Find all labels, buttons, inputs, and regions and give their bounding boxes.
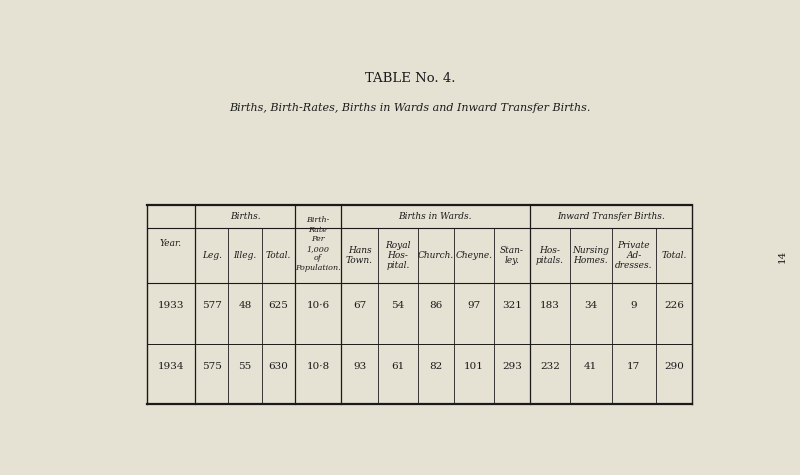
Text: 41: 41 (584, 362, 598, 371)
Text: Hans
Town.: Hans Town. (346, 246, 373, 265)
Text: 226: 226 (664, 302, 684, 311)
Text: Inward Transfer Births.: Inward Transfer Births. (558, 212, 665, 221)
Text: Total.: Total. (266, 251, 291, 260)
Text: TABLE No. 4.: TABLE No. 4. (365, 72, 455, 85)
Text: 321: 321 (502, 302, 522, 311)
Text: Total.: Total. (662, 251, 686, 260)
Text: 67: 67 (353, 302, 366, 311)
Text: Church.: Church. (418, 251, 454, 260)
Text: Nursing
Homes.: Nursing Homes. (572, 246, 609, 265)
Text: 93: 93 (353, 362, 366, 371)
Text: Illeg.: Illeg. (234, 251, 257, 260)
Text: 183: 183 (540, 302, 560, 311)
Text: 293: 293 (502, 362, 522, 371)
Text: Leg.: Leg. (202, 251, 222, 260)
Text: 577: 577 (202, 302, 222, 311)
Text: 17: 17 (627, 362, 641, 371)
Text: 97: 97 (467, 302, 481, 311)
Text: Births.: Births. (230, 212, 261, 221)
Text: Hos-
pitals.: Hos- pitals. (536, 246, 564, 265)
Text: 48: 48 (238, 302, 252, 311)
Text: Private
Ad-
dresses.: Private Ad- dresses. (615, 240, 653, 270)
Text: 101: 101 (464, 362, 484, 371)
Text: 232: 232 (540, 362, 560, 371)
Text: 14: 14 (778, 250, 787, 263)
Text: 54: 54 (391, 302, 405, 311)
Text: 1933: 1933 (158, 302, 184, 311)
Text: Births, Birth-Rates, Births in Wards and Inward Transfer Births.: Births, Birth-Rates, Births in Wards and… (230, 103, 590, 113)
Text: 34: 34 (584, 302, 598, 311)
Text: Births in Wards.: Births in Wards. (398, 212, 472, 221)
Text: 290: 290 (664, 362, 684, 371)
Text: 10·8: 10·8 (306, 362, 330, 371)
Text: Royal
Hos-
pital.: Royal Hos- pital. (386, 240, 411, 270)
Text: 9: 9 (630, 302, 637, 311)
Text: Stan-
ley.: Stan- ley. (500, 246, 524, 265)
Text: 86: 86 (430, 302, 442, 311)
Text: Birth-
Rate
Per
1,000
of
Population.: Birth- Rate Per 1,000 of Population. (295, 216, 341, 272)
Text: 625: 625 (269, 302, 289, 311)
Text: 61: 61 (391, 362, 405, 371)
Text: 55: 55 (238, 362, 252, 371)
Text: 10·6: 10·6 (306, 302, 330, 311)
Text: Year.: Year. (160, 239, 182, 248)
Text: Cheyne.: Cheyne. (455, 251, 493, 260)
Text: 630: 630 (269, 362, 289, 371)
Text: 575: 575 (202, 362, 222, 371)
Text: 1934: 1934 (158, 362, 184, 371)
Text: 82: 82 (430, 362, 442, 371)
